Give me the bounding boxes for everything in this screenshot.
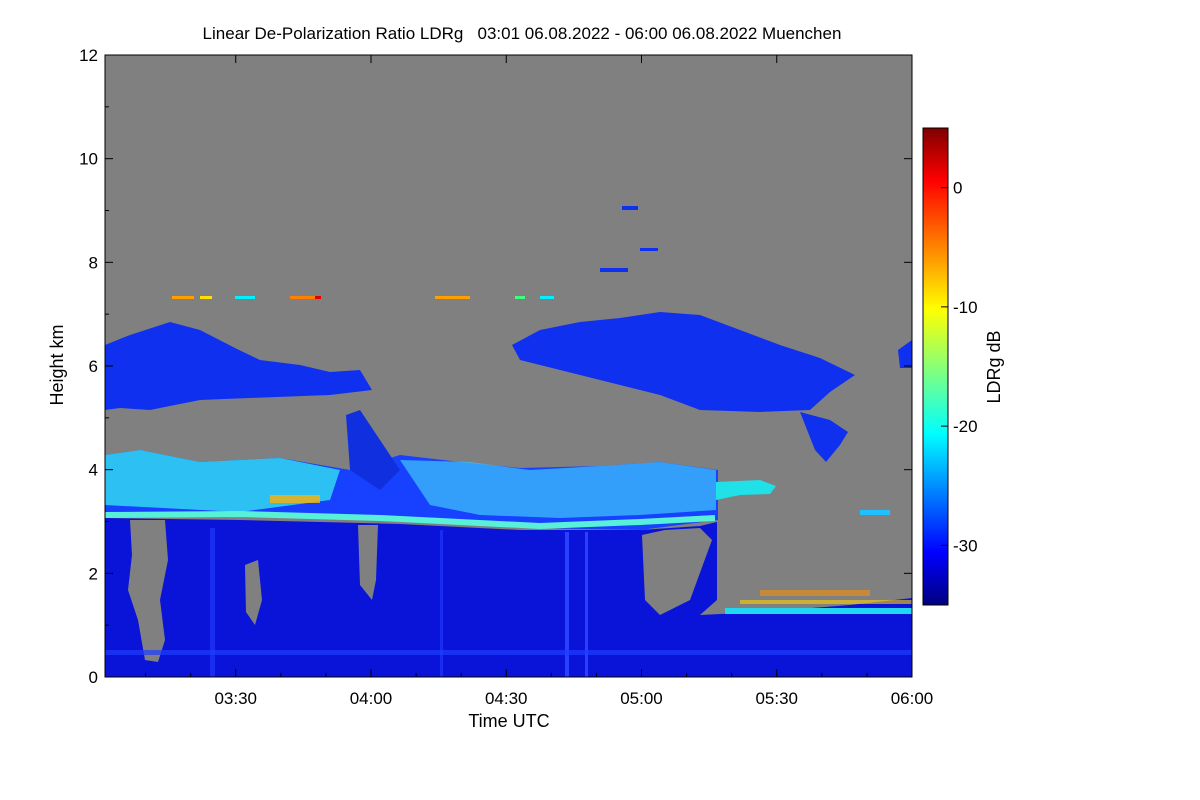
boundary-gap	[642, 528, 712, 615]
high-fragments	[600, 206, 658, 272]
y-tick-label: 6	[89, 357, 98, 376]
boundary-streak	[585, 532, 588, 677]
low-level-layer	[725, 608, 912, 614]
boundary-gap	[358, 525, 378, 600]
y-axis-label: Height km	[47, 324, 67, 405]
y-tick-label: 0	[89, 668, 98, 687]
upper-cloud-fragment	[898, 340, 912, 368]
thin-layer-7km	[172, 296, 554, 299]
colorbar-tick-label: 0	[953, 179, 962, 198]
upper-cloud-layer-a	[105, 322, 372, 410]
mid-cloud-extension	[716, 480, 776, 500]
x-tick-label: 04:30	[485, 689, 528, 708]
boundary-gap	[245, 560, 262, 625]
x-tick-label: 06:00	[891, 689, 934, 708]
x-tick-label: 03:30	[214, 689, 257, 708]
x-tick-label: 04:00	[350, 689, 393, 708]
low-level-layer	[740, 600, 912, 604]
y-tick-label: 8	[89, 253, 98, 272]
x-axis-label: Time UTC	[468, 711, 549, 731]
x-tick-label: 05:00	[620, 689, 663, 708]
y-axis-ticks: 0 2 4 6 8 10 12	[79, 46, 912, 687]
boundary-streak	[210, 528, 215, 677]
boundary-gap	[128, 520, 168, 662]
boundary-streak	[565, 532, 569, 677]
boundary-streak	[105, 650, 912, 655]
colorbar-label: LDRg dB	[984, 330, 1004, 403]
fall-streak	[346, 410, 400, 490]
colorbar-tick-label: -20	[953, 417, 978, 436]
colorbar-gradient	[922, 127, 949, 606]
y-tick-label: 10	[79, 150, 98, 169]
boundary-layer	[105, 518, 912, 677]
boundary-streak	[440, 530, 443, 677]
upper-cloud-tail	[800, 412, 848, 462]
y-tick-label: 2	[89, 564, 98, 583]
noise-specks	[270, 495, 890, 596]
colorbar-tick-label: -30	[953, 536, 978, 555]
x-axis-ticks: 03:30 04:00 04:30 05:00 05:30 06:00	[145, 55, 934, 708]
x-tick-label: 05:30	[755, 689, 798, 708]
mid-cloud-base-line	[105, 510, 716, 530]
colorbar-ticks: 0 -10 -20 -30	[941, 179, 978, 555]
colorbar: 0 -10 -20 -30 LDRg dB	[922, 127, 1004, 606]
y-tick-label: 4	[89, 461, 98, 480]
colorbar-tick-label: -10	[953, 298, 978, 317]
upper-cloud-layer-b	[512, 312, 855, 412]
mid-cloud-cyan	[400, 460, 716, 518]
plot-area	[105, 55, 912, 677]
chart-title: Linear De-Polarization Ratio LDRg 03:01 …	[203, 24, 842, 43]
y-tick-label: 12	[79, 46, 98, 65]
